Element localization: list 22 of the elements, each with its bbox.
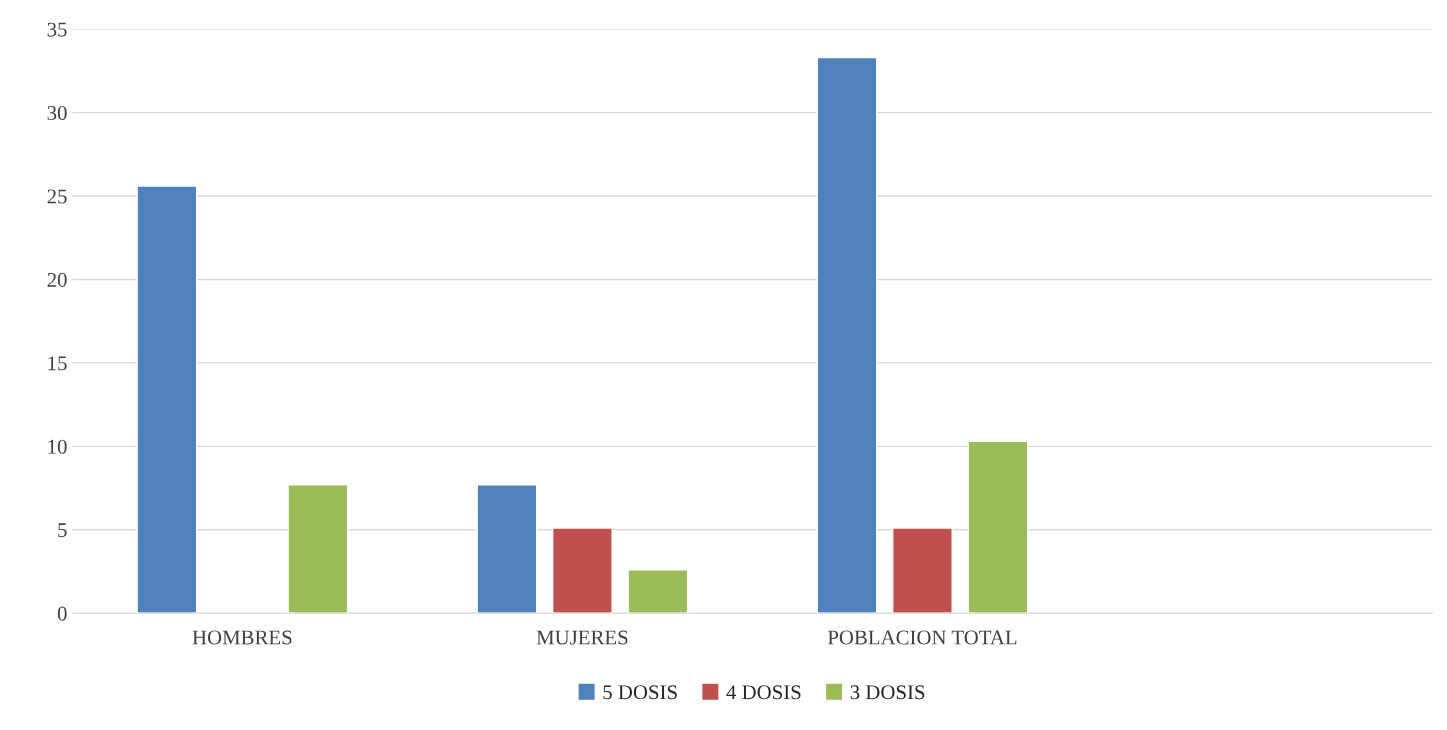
legend-label: 5 DOSIS xyxy=(603,685,677,700)
y-tick-label: 5 xyxy=(58,523,67,538)
bar xyxy=(627,569,689,614)
y-tick-label: 25 xyxy=(47,189,67,204)
y-tick-label: 15 xyxy=(48,356,67,371)
bar xyxy=(287,484,349,614)
y-tick-label: 35 xyxy=(47,22,67,37)
bar xyxy=(816,56,878,614)
y-tick-label: 20 xyxy=(47,272,67,287)
y-tick-label: 10 xyxy=(48,439,67,454)
legend-label: 3 DOSIS xyxy=(850,685,925,700)
x-tick-label: HOMBRES xyxy=(192,630,292,645)
bar xyxy=(136,185,198,614)
y-tick-label: 30 xyxy=(47,106,67,121)
bar xyxy=(551,527,613,614)
bar xyxy=(476,484,538,614)
y-tick-label: 0 xyxy=(57,606,67,621)
legend-label: 4 DOSIS xyxy=(726,685,801,700)
bar xyxy=(892,527,953,614)
x-tick-label: MUJERES xyxy=(536,630,628,645)
x-tick-label: POBLACION TOTAL xyxy=(827,630,1017,645)
bar xyxy=(967,440,1029,614)
